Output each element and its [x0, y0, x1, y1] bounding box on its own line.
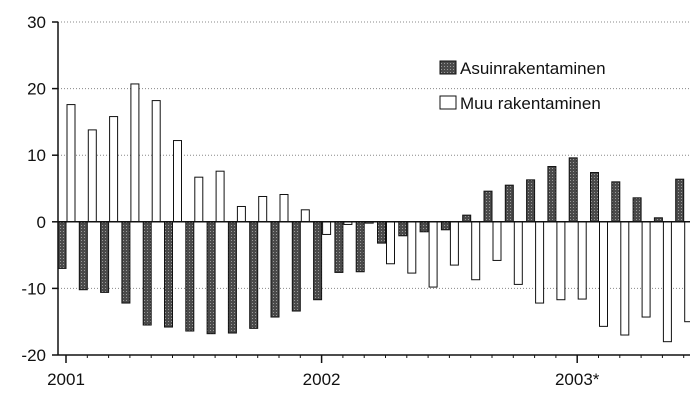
y-tick-label: -10 [21, 279, 46, 298]
legend-swatch-asuinrakentaminen [439, 60, 457, 75]
bar-muu-rakentaminen [279, 193, 289, 223]
legend: Asuinrakentaminen Muu rakentaminen [439, 59, 606, 113]
x-tick-label: 2003* [555, 370, 600, 389]
bar-asuinrakentaminen [377, 221, 386, 244]
legend-label-asuinrakentaminen: Asuinrakentaminen [460, 59, 606, 78]
bar-muu-rakentaminen [577, 221, 587, 300]
y-tick-labels: 30 20 10 0 -10 -20 [21, 13, 46, 365]
bar-asuinrakentaminen [611, 181, 621, 223]
bar-muu-rakentaminen [556, 221, 566, 301]
bar-asuinrakentaminen [100, 221, 110, 293]
bar-muu-rakentaminen [173, 140, 182, 223]
bar-asuinrakentaminen [526, 179, 536, 223]
legend-label-muu-rakentaminen: Muu rakentaminen [460, 94, 601, 113]
y-tick-label: 0 [37, 213, 46, 232]
bar-muu-rakentaminen [322, 221, 332, 235]
bar-asuinrakentaminen [57, 221, 67, 269]
bar-muu-rakentaminen [236, 205, 246, 223]
bar-asuinrakentaminen [334, 221, 344, 273]
bar-asuinrakentaminen [249, 221, 259, 329]
x-tick-labels: 2001 2002 2003* [47, 370, 600, 389]
bar-muu-rakentaminen [130, 83, 140, 223]
bars [57, 83, 690, 343]
bar-muu-rakentaminen [449, 221, 459, 266]
bar-asuinrakentaminen [227, 221, 237, 334]
bar-muu-rakentaminen [662, 221, 672, 343]
grid-lines [58, 21, 690, 289]
bar-asuinrakentaminen [632, 197, 642, 223]
bar-asuinrakentaminen [590, 172, 599, 223]
bar-asuinrakentaminen [483, 190, 493, 223]
y-tick-label: 30 [27, 13, 46, 32]
bar-muu-rakentaminen [535, 221, 545, 304]
axes [52, 21, 690, 363]
bar-asuinrakentaminen [440, 221, 450, 231]
bar-asuinrakentaminen [568, 157, 578, 223]
bar-asuinrakentaminen [547, 166, 557, 223]
bar-asuinrakentaminen [206, 221, 216, 335]
bar-asuinrakentaminen [313, 221, 323, 301]
bar-muu-rakentaminen [428, 221, 438, 288]
bar-muu-rakentaminen [620, 221, 630, 336]
bar-muu-rakentaminen [109, 116, 119, 223]
bar-asuinrakentaminen [462, 214, 472, 223]
bar-muu-rakentaminen [599, 221, 608, 327]
bar-muu-rakentaminen [215, 170, 225, 223]
bar-asuinrakentaminen [185, 221, 195, 332]
bar-asuinrakentaminen [164, 221, 173, 328]
bar-asuinrakentaminen [355, 221, 365, 273]
bar-muu-rakentaminen [194, 176, 204, 223]
bar-asuinrakentaminen [398, 221, 408, 237]
legend-swatch-muu-rakentaminen [439, 95, 457, 110]
bar-muu-rakentaminen [471, 221, 481, 281]
bar-muu-rakentaminen [87, 129, 97, 223]
bar-muu-rakentaminen [386, 221, 395, 265]
bar-asuinrakentaminen [142, 221, 152, 326]
bar-asuinrakentaminen [504, 184, 514, 223]
x-tick-label: 2002 [303, 370, 341, 389]
bar-asuinrakentaminen [419, 221, 429, 233]
bar-muu-rakentaminen [407, 221, 417, 274]
bar-muu-rakentaminen [641, 221, 651, 318]
bar-asuinrakentaminen [270, 221, 280, 318]
bar-muu-rakentaminen [492, 221, 502, 261]
bar-muu-rakentaminen [513, 221, 523, 285]
bar-asuinrakentaminen [291, 221, 301, 312]
y-tick-label: 20 [27, 80, 46, 99]
y-tick-label: -20 [21, 346, 46, 365]
bar-muu-rakentaminen [66, 104, 76, 223]
bar-muu-rakentaminen [258, 195, 268, 223]
bar-asuinrakentaminen [121, 221, 131, 304]
bar-muu-rakentaminen [300, 209, 310, 223]
bar-asuinrakentaminen [78, 221, 88, 291]
y-tick-label: 10 [27, 146, 46, 165]
bar-muu-rakentaminen [151, 100, 161, 223]
bar-muu-rakentaminen [684, 221, 690, 323]
bar-asuinrakentaminen [675, 178, 685, 223]
x-tick-label: 2001 [47, 370, 85, 389]
